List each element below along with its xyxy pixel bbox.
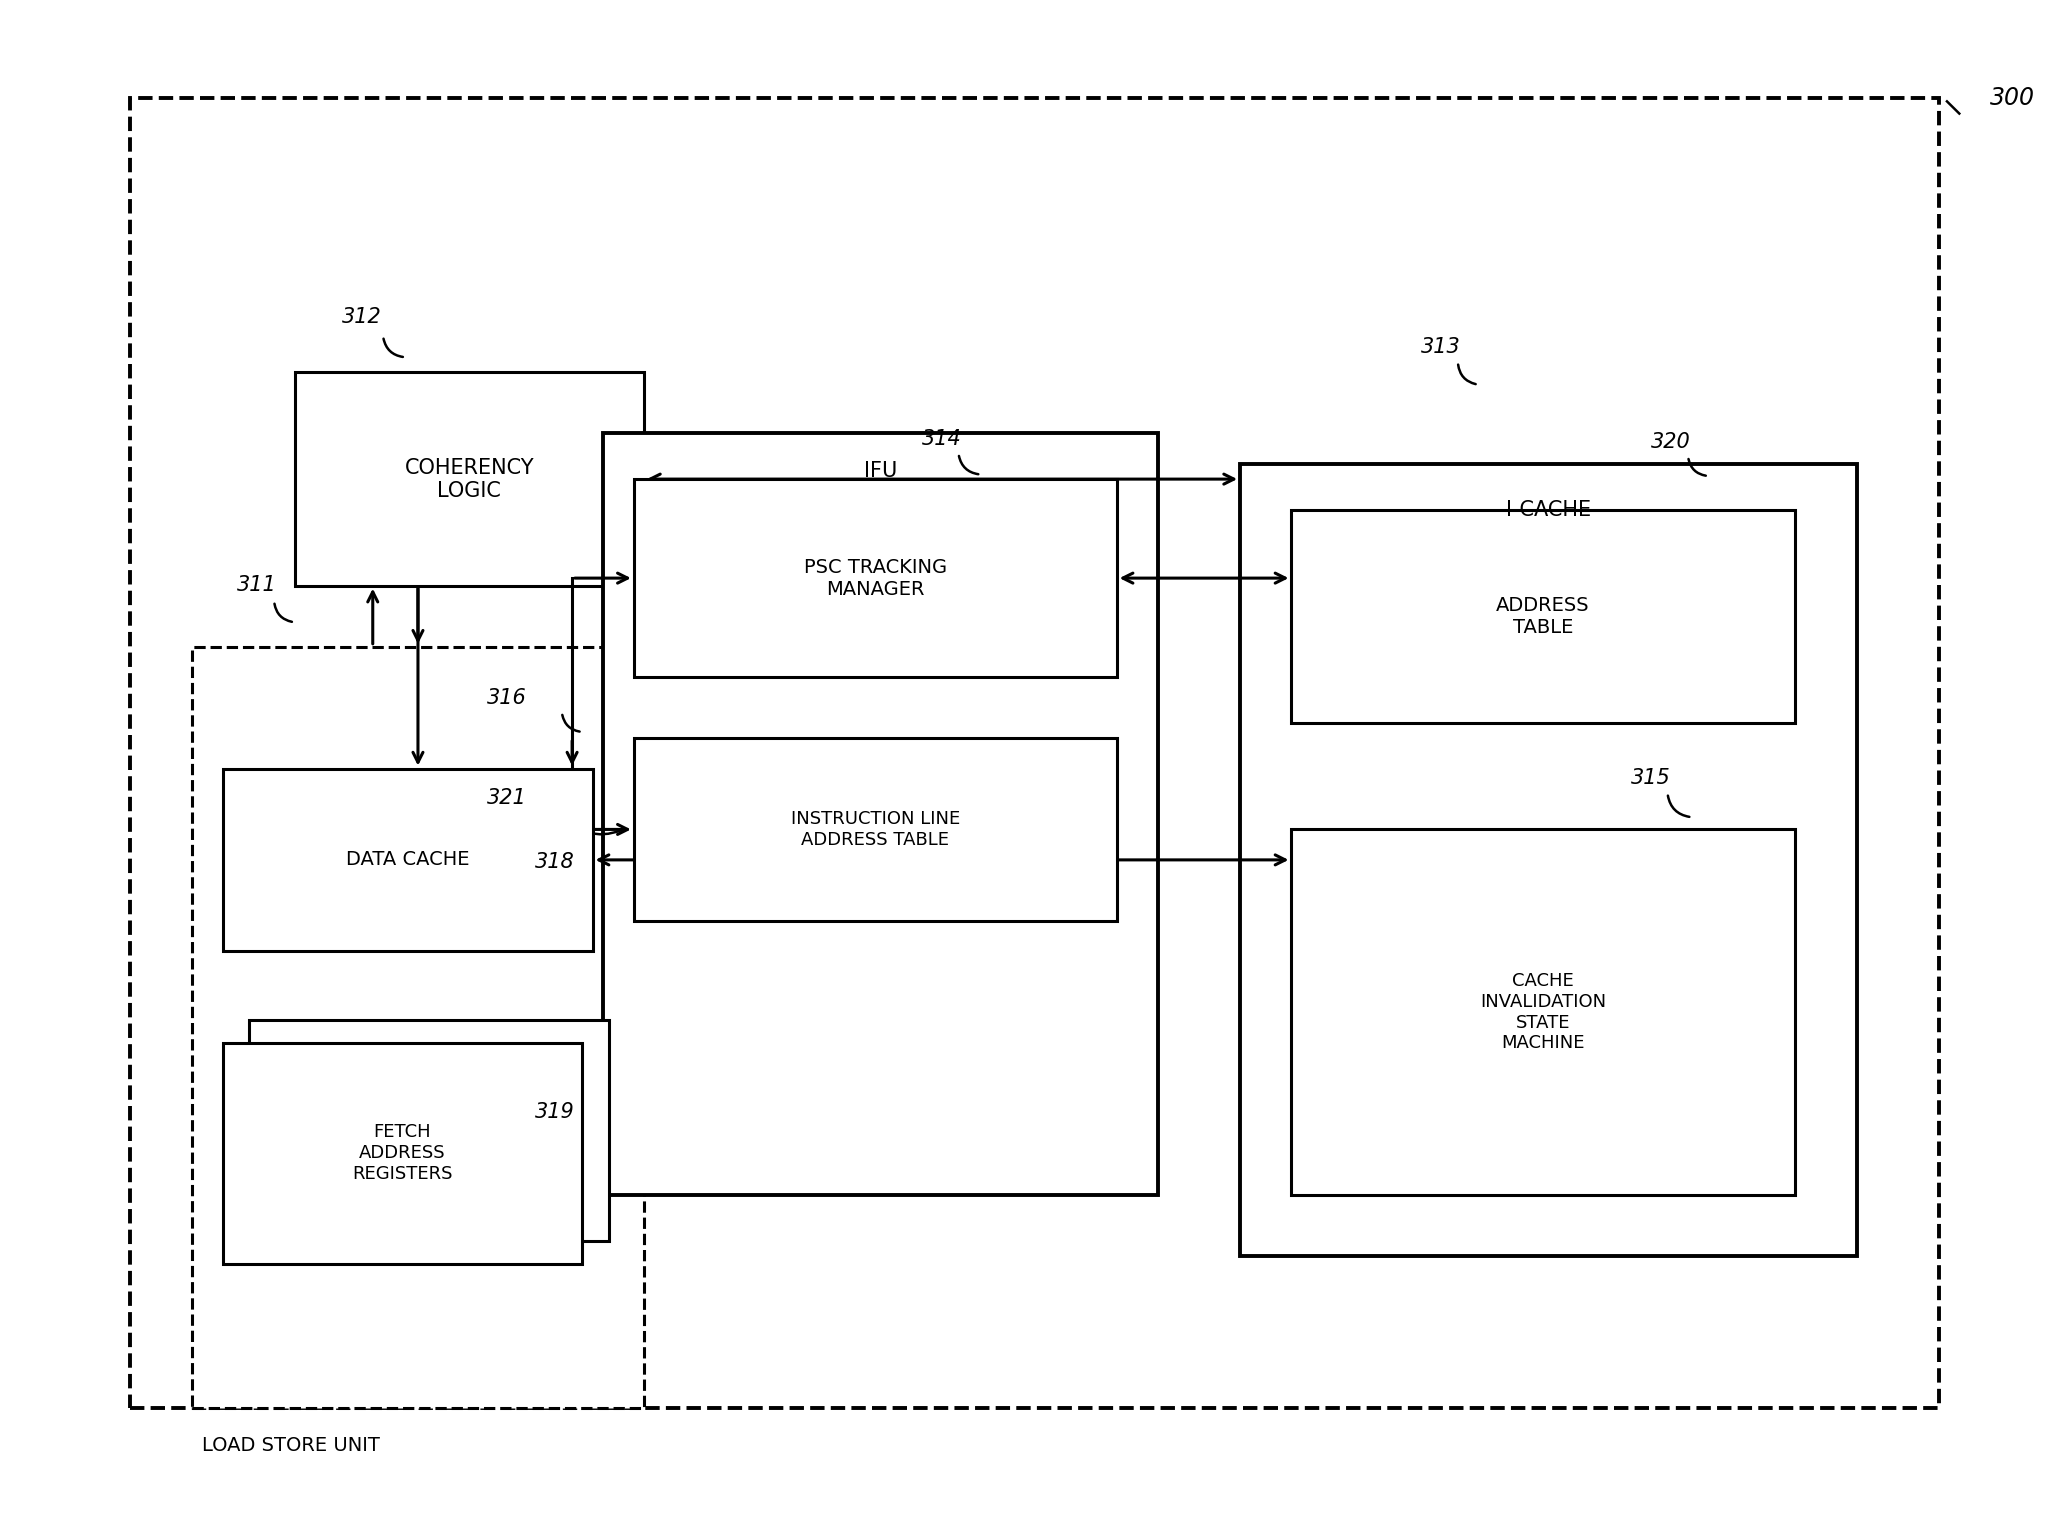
Bar	[633, 738, 1117, 921]
Text: 318: 318	[536, 851, 575, 871]
Bar	[1239, 464, 1856, 1256]
Text: I-CACHE: I-CACHE	[1506, 500, 1591, 520]
Text: DATA CACHE: DATA CACHE	[346, 850, 470, 870]
Text: 311: 311	[238, 575, 277, 595]
Bar	[1291, 510, 1796, 722]
Text: 312: 312	[341, 307, 381, 327]
Text: 321: 321	[486, 788, 528, 808]
Text: IFU: IFU	[863, 461, 898, 481]
Text: 314: 314	[921, 429, 962, 449]
Text: 313: 313	[1421, 337, 1461, 357]
Text: PSC TRACKING
MANAGER: PSC TRACKING MANAGER	[803, 558, 948, 598]
Text: 300: 300	[1990, 86, 2036, 111]
Bar	[1291, 830, 1796, 1194]
Text: LOAD STORE UNIT: LOAD STORE UNIT	[203, 1436, 381, 1454]
Text: 320: 320	[1651, 432, 1690, 452]
Text: 316: 316	[486, 687, 528, 707]
Bar	[223, 768, 592, 951]
Bar	[602, 433, 1159, 1194]
Text: FETCH
ADDRESS
REGISTERS: FETCH ADDRESS REGISTERS	[352, 1124, 453, 1183]
Bar	[633, 480, 1117, 678]
Bar	[223, 1042, 581, 1263]
Bar	[294, 372, 643, 586]
Text: ADDRESS
TABLE: ADDRESS TABLE	[1496, 596, 1589, 636]
Text: COHERENCY
LOGIC: COHERENCY LOGIC	[406, 458, 534, 501]
Text: 319: 319	[536, 1102, 575, 1122]
Bar	[192, 647, 643, 1408]
Text: 315: 315	[1630, 768, 1670, 788]
Bar	[250, 1021, 608, 1240]
Text: INSTRUCTION LINE
ADDRESS TABLE: INSTRUCTION LINE ADDRESS TABLE	[790, 810, 960, 848]
Text: CACHE
INVALIDATION
STATE
MACHINE: CACHE INVALIDATION STATE MACHINE	[1479, 971, 1606, 1053]
Bar	[130, 98, 1939, 1408]
